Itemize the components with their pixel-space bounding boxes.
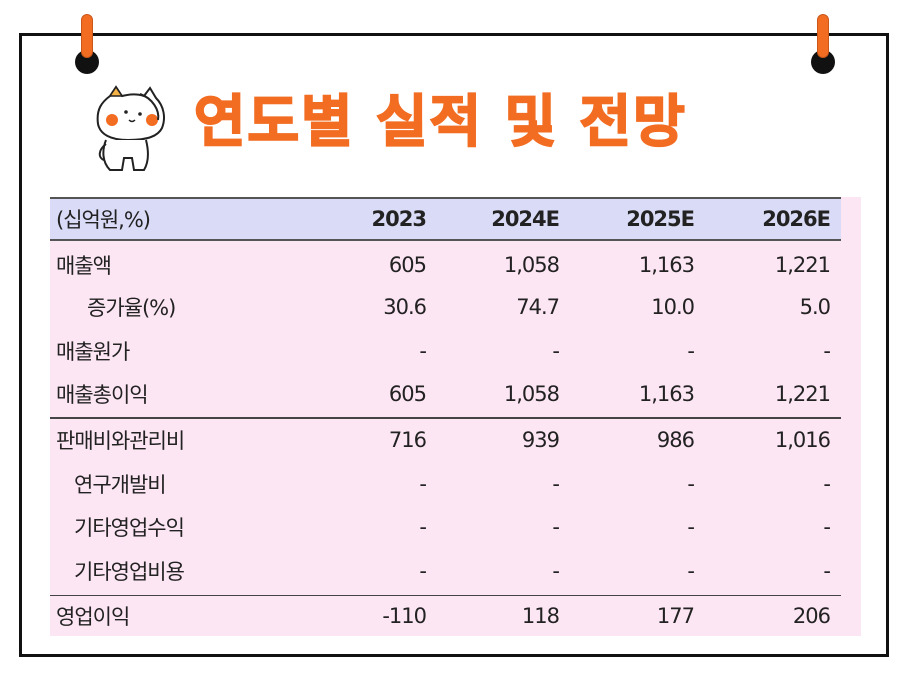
cell: 605: [388, 253, 427, 277]
cell: -: [687, 472, 695, 496]
column-header: 2024E: [491, 207, 560, 231]
row-label: 연구개발비: [74, 473, 167, 497]
row-label: 기타영업비용: [74, 560, 185, 584]
cell: 986: [656, 428, 695, 452]
cell: 1,163: [638, 253, 695, 277]
cell: 1,058: [503, 253, 560, 277]
cell: -: [552, 559, 560, 583]
cell: 1,221: [774, 382, 831, 406]
cell: -: [419, 339, 427, 363]
table-row: 기타영업비용 - - - -: [50, 550, 841, 592]
unit-label: (십억원,%): [56, 208, 151, 232]
row-label: 매출액: [56, 254, 112, 278]
row-label: 증가율(%): [87, 296, 176, 320]
page-title: 연도별 실적 및 전망: [193, 89, 687, 156]
cell: -: [419, 515, 427, 539]
cat-mascot-icon: [96, 85, 165, 171]
cell: -: [552, 472, 560, 496]
row-label: 판매비와관리비: [56, 429, 185, 453]
row-label: 기타영업수익: [74, 516, 185, 540]
cell: -: [419, 472, 427, 496]
cell: -: [823, 472, 831, 496]
table-row: 증가율(%) 30.6 74.7 10.0 5.0: [50, 286, 841, 328]
financial-table: (십억원,%) 2023 2024E 2025E 2026E 매출액 605 1…: [50, 197, 861, 636]
cell: 939: [521, 428, 560, 452]
cell: 605: [388, 382, 427, 406]
row-label: 매출총이익: [56, 383, 149, 407]
cell: 1,221: [774, 253, 831, 277]
cell: 1,016: [774, 428, 831, 452]
cell: -: [823, 339, 831, 363]
cell: -: [823, 515, 831, 539]
table-row: 영업이익 -110 118 177 206: [50, 595, 841, 637]
cell: -: [419, 559, 427, 583]
cell: 177: [656, 604, 695, 628]
cell: -: [687, 559, 695, 583]
cell: 118: [521, 604, 560, 628]
row-divider: [50, 417, 841, 419]
cell: 10.0: [651, 295, 695, 319]
cell: 74.7: [516, 295, 560, 319]
pushpin-right-icon: [811, 14, 835, 74]
table-header-row: (십억원,%) 2023 2024E 2025E 2026E: [50, 197, 841, 241]
cell: 1,163: [638, 382, 695, 406]
row-divider: [50, 595, 841, 596]
cell: -: [552, 515, 560, 539]
table-row: 기타영업수익 - - - -: [50, 506, 841, 548]
column-header: 2023: [371, 207, 427, 231]
column-header: 2025E: [626, 207, 695, 231]
table-row: 매출액 605 1,058 1,163 1,221: [50, 244, 841, 286]
cell: -: [552, 339, 560, 363]
cell: 206: [792, 604, 831, 628]
table-row: 판매비와관리비 716 939 986 1,016: [50, 419, 841, 461]
table-row: 매출원가 - - - -: [50, 330, 841, 372]
row-label: 영업이익: [56, 605, 130, 629]
cell: -110: [382, 604, 427, 628]
column-header: 2026E: [762, 207, 831, 231]
cell: -: [687, 339, 695, 363]
table-row: 연구개발비 - - - -: [50, 463, 841, 505]
pushpin-left-icon: [75, 14, 99, 74]
cell: 1,058: [503, 382, 560, 406]
cell: 716: [388, 428, 427, 452]
row-label: 매출원가: [56, 340, 130, 364]
cell: -: [823, 559, 831, 583]
cell: -: [687, 515, 695, 539]
table-row: 매출총이익 605 1,058 1,163 1,221: [50, 373, 841, 415]
cell: 30.6: [383, 295, 427, 319]
cell: 5.0: [799, 295, 831, 319]
